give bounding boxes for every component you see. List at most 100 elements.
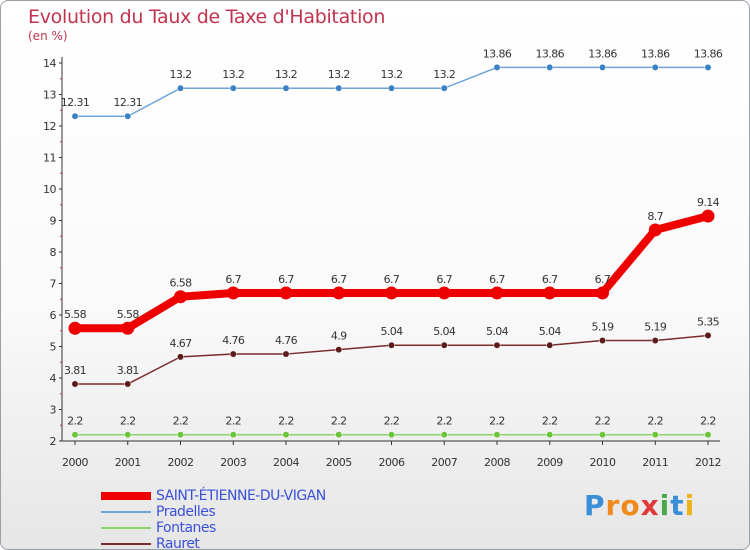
data-label: 5.04 [539,325,562,338]
data-label: 5.04 [380,325,403,338]
data-point [490,286,504,300]
x-tick-label: 2007 [431,456,457,469]
data-label: 8.7 [647,210,663,223]
data-point [229,350,237,358]
data-label: 13.86 [483,47,512,60]
data-point [440,431,448,439]
data-label: 2.2 [67,415,83,428]
y-tick-label: 11 [43,152,56,165]
data-point [229,84,237,92]
y-tick-label: 6 [50,309,57,322]
data-point [493,63,501,71]
data-point [546,431,554,439]
data-label: 13.86 [694,47,723,60]
data-label: 2.2 [489,415,505,428]
data-label: 2.2 [120,415,136,428]
logo-letter: x [640,489,660,522]
data-point [385,286,398,300]
data-point [226,286,240,300]
logo-letter: i [659,489,671,522]
data-label: 2.2 [647,415,663,428]
data-point [543,286,557,300]
data-label: 6.7 [489,273,505,286]
data-label: 13.86 [641,47,670,60]
x-tick-label: 2000 [62,456,88,469]
x-tick-label: 2009 [537,456,563,469]
data-point [124,380,132,388]
data-point [440,341,448,349]
data-point [71,112,79,120]
proxiti-logo: Proxiti [584,489,695,522]
legend-swatch [101,511,151,513]
data-point [648,223,662,237]
y-tick-label: 9 [50,215,57,228]
data-point [332,286,346,300]
data-point [599,63,606,71]
data-point [177,431,184,439]
data-label: 12.31 [61,96,90,109]
data-point [493,431,501,439]
data-point [388,431,395,439]
data-label: 6.7 [436,273,452,286]
x-tick-label: 2004 [273,456,299,469]
data-point [704,63,712,71]
data-point [704,332,712,339]
data-point [599,337,606,344]
legend-label: Pradelles [156,504,216,520]
data-point [282,431,290,439]
data-label: 13.2 [275,68,297,81]
y-tick-label: 8 [50,246,57,259]
data-point [282,350,290,358]
legend-swatch [101,543,151,545]
x-tick-label: 2006 [379,456,405,469]
legend-item: Rauret [101,536,361,550]
data-point [229,431,237,439]
data-label: 5.04 [486,325,509,338]
y-tick-label: 13 [43,89,56,102]
data-label: 13.2 [169,68,191,81]
logo-letter: P [584,489,606,522]
legend: SAINT-ÉTIENNE-DU-VIGAN Pradelles Fontanes R… [101,488,361,550]
data-label: 13.2 [328,68,350,81]
y-tick-label: 14 [43,57,56,70]
data-point [68,321,82,335]
legend-item: Pradelles [101,504,361,521]
data-point [651,63,659,71]
data-label: 13.2 [433,68,455,81]
data-label: 6.7 [331,273,347,286]
data-point [71,380,79,388]
data-point [124,112,132,120]
logo-letter: o [620,489,641,522]
data-label: 2.2 [436,415,452,428]
data-label: 6.7 [595,273,611,286]
legend-item: Fontanes [101,520,361,537]
legend-label: Rauret [156,536,200,550]
x-tick-label: 2011 [642,456,668,469]
x-tick-label: 2002 [168,456,194,469]
data-label: 6.7 [542,273,558,286]
data-label: 13.86 [536,47,565,60]
data-label: 4.76 [275,334,298,347]
data-point [493,341,501,349]
data-point [701,209,715,223]
unit-label: (en %) [28,29,68,43]
legend-item: SAINT-ÉTIENNE-DU-VIGAN [101,488,361,505]
data-point [335,84,343,92]
data-label: 4.67 [169,337,192,350]
data-label: 13.2 [222,68,244,81]
data-point [546,63,554,71]
data-label: 2.2 [384,415,400,428]
data-point [177,353,184,361]
x-tick-label: 2003 [220,456,246,469]
data-label: 5.19 [644,321,667,334]
data-point [599,431,606,439]
data-point [704,431,712,439]
data-label: 3.81 [117,364,139,377]
data-label: 9.14 [697,196,720,209]
data-point [71,431,79,439]
x-tick-label: 2010 [590,456,616,469]
x-tick-label: 2012 [695,456,721,469]
data-point [388,341,395,349]
